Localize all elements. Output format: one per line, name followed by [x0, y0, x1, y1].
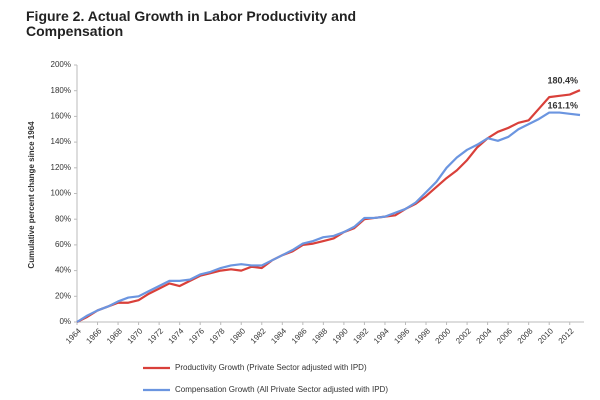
legend-label: Compensation Growth (All Private Sector …	[175, 385, 388, 394]
x-tick-label: 1964	[64, 326, 83, 345]
x-tick-label: 1990	[331, 326, 350, 345]
x-tick-label: 1974	[167, 326, 186, 345]
data-label: 180.4%	[547, 76, 578, 86]
legend-label: Productivity Growth (Private Sector adju…	[175, 363, 367, 372]
y-tick-label: 160%	[51, 112, 71, 121]
y-tick-label: 40%	[55, 266, 71, 275]
x-tick-label: 1966	[84, 326, 103, 345]
series-line	[76, 89, 581, 323]
x-tick-label: 1968	[105, 326, 124, 345]
x-tick-label: 1982	[249, 326, 268, 345]
y-tick-label: 100%	[51, 189, 71, 198]
x-tick-label: 1988	[310, 326, 329, 345]
y-tick-label: 20%	[55, 291, 71, 300]
x-tick-label: 2004	[475, 326, 494, 345]
x-tick-label: 1978	[208, 326, 227, 345]
chart-title: Figure 2. Actual Growth in Labor Product…	[26, 8, 360, 39]
y-tick-label: 120%	[51, 163, 71, 172]
x-tick-label: 1986	[290, 326, 309, 345]
x-tick-label: 1972	[146, 326, 165, 345]
x-tick-label: 2012	[557, 326, 576, 345]
y-tick-label: 180%	[51, 86, 71, 95]
y-tick-label: 80%	[55, 214, 71, 223]
x-tick-label: 2000	[434, 326, 453, 345]
x-tick-label: 1976	[187, 326, 206, 345]
x-tick-label: 1984	[269, 326, 288, 345]
y-tick-label: 200%	[51, 60, 71, 69]
y-tick-label: 60%	[55, 240, 71, 249]
data-label: 161.1%	[547, 100, 578, 110]
x-tick-label: 2006	[495, 326, 514, 345]
y-axis-label: Cumulative percent change since 1964	[27, 121, 36, 269]
y-tick-label: 0%	[59, 317, 71, 326]
x-tick-label: 1992	[351, 326, 370, 345]
y-tick-label: 140%	[51, 137, 71, 146]
x-tick-label: 1970	[126, 326, 145, 345]
x-tick-label: 2002	[454, 326, 473, 345]
x-tick-label: 2008	[516, 326, 535, 345]
x-tick-label: 1994	[372, 326, 391, 345]
series-line	[76, 111, 581, 323]
x-tick-label: 1996	[392, 326, 411, 345]
x-tick-label: 1998	[413, 326, 432, 345]
x-tick-label: 2010	[536, 326, 555, 345]
x-tick-label: 1980	[228, 326, 247, 345]
